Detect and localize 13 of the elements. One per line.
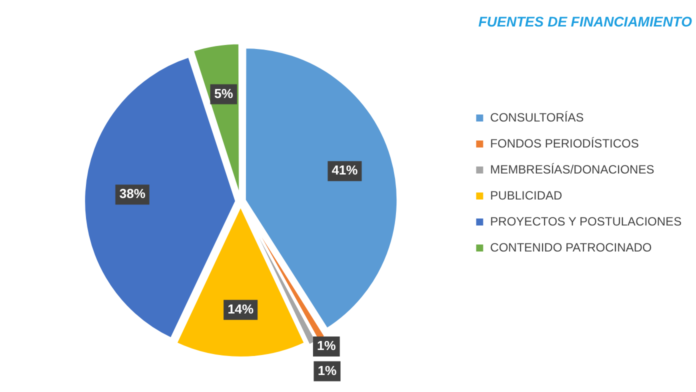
data-label: 1% (318, 362, 337, 378)
legend-label: FONDOS PERIODÍSTICOS (490, 136, 639, 150)
legend-label: CONTENIDO PATROCINADO (490, 240, 652, 254)
data-label: 1% (317, 338, 336, 354)
data-label: 14% (228, 301, 254, 316)
data-label: 5% (214, 86, 234, 101)
legend-label: PROYECTOS Y POSTULACIONES (490, 214, 682, 228)
chart-title: FUENTES DE FINANCIAMIENTO (478, 13, 692, 30)
data-label: 38% (119, 186, 146, 202)
legend-label: PUBLICIDAD (490, 188, 563, 202)
legend-label: CONSULTORÍAS (490, 110, 584, 124)
legend-label: MEMBRESÍAS/DONACIONES (490, 162, 654, 176)
data-label: 41% (332, 162, 358, 178)
